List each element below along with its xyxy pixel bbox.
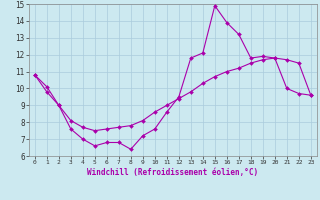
X-axis label: Windchill (Refroidissement éolien,°C): Windchill (Refroidissement éolien,°C)	[87, 168, 258, 177]
